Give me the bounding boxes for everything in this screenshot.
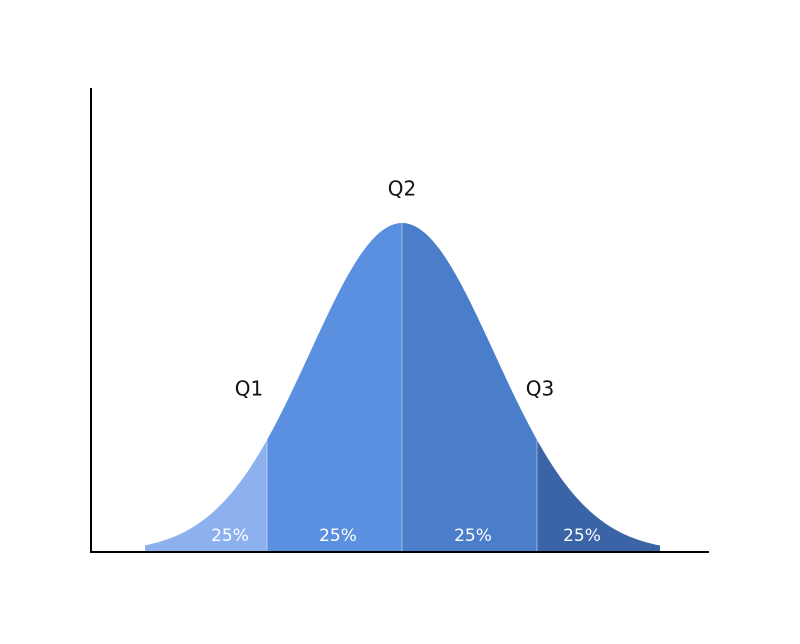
quartile-segment [402, 223, 537, 552]
quartile-segment [145, 439, 267, 552]
quartile-label: Q2 [388, 177, 416, 201]
distribution-curve [145, 223, 660, 552]
quartile-label: Q1 [235, 377, 263, 401]
segment-label: 25% [211, 526, 249, 546]
segment-label: 25% [563, 526, 601, 546]
quartile-segment [537, 439, 660, 552]
quartile-segment [267, 223, 402, 552]
segment-label: 25% [319, 526, 357, 546]
segment-label: 25% [454, 526, 492, 546]
quartile-label: Q3 [526, 377, 554, 401]
